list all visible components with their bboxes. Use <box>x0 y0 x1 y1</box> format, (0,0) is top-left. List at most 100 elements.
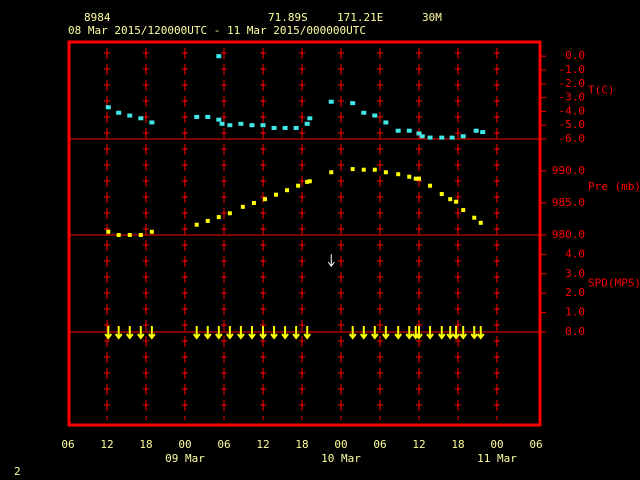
y-tick-label: 0.0 <box>565 325 585 338</box>
wind-arrow <box>371 326 379 340</box>
y-tick-label: -3.0 <box>559 91 586 104</box>
data-point <box>106 229 111 234</box>
data-point <box>307 179 312 184</box>
day-label: 11 Mar <box>477 452 517 465</box>
x-tick-label: 12 <box>100 438 113 451</box>
data-point <box>227 123 233 128</box>
data-point <box>406 128 412 133</box>
data-point <box>328 99 334 104</box>
data-point <box>396 172 401 177</box>
wind-arrow <box>405 326 414 340</box>
wind-arrow <box>359 326 368 340</box>
wind-arrow <box>470 326 479 340</box>
x-tick-label: 12 <box>256 438 269 451</box>
latitude: 71.89S <box>268 11 308 24</box>
data-point <box>419 134 425 139</box>
x-tick-label: 06 <box>217 438 230 451</box>
series-label: Pre (mb) <box>588 180 640 193</box>
station-id: 8984 <box>84 11 111 24</box>
data-point <box>448 197 453 202</box>
data-point <box>251 201 256 205</box>
wind-arrow <box>426 326 434 340</box>
y-tick-label: 980.0 <box>552 228 585 241</box>
time-range: 08 Mar 2015/120000UTC - 11 Mar 2015/0000… <box>68 24 366 37</box>
wind-arrow <box>446 326 454 340</box>
data-point <box>271 125 277 130</box>
y-tick-label: 0.0 <box>565 49 585 62</box>
data-point <box>395 128 401 133</box>
y-tick-label: 990.0 <box>552 164 585 177</box>
y-tick-label: -1.0 <box>559 63 586 76</box>
data-point <box>249 123 255 128</box>
series-label: T(C) <box>588 84 615 97</box>
frame <box>67 40 542 427</box>
data-point <box>240 204 245 209</box>
y-tick-label: 1.0 <box>565 306 585 319</box>
wind-arrow <box>148 326 156 340</box>
data-point <box>439 135 445 140</box>
data-point <box>216 54 222 59</box>
data-point <box>472 215 477 220</box>
interval: 30M <box>422 11 442 24</box>
data-point <box>127 113 133 118</box>
wind-arrow <box>137 326 145 340</box>
y-tick-label: 2.0 <box>565 286 585 299</box>
wind-arrow <box>281 326 289 340</box>
wind-arrow <box>303 326 311 340</box>
wind-arrow <box>104 326 113 340</box>
data-point <box>138 116 144 121</box>
data-point <box>350 101 356 106</box>
data-point <box>260 123 266 128</box>
data-point <box>350 167 355 172</box>
data-point <box>304 121 310 126</box>
data-point <box>216 117 222 122</box>
data-point <box>138 233 143 237</box>
data-point <box>116 110 122 115</box>
series-label: SPD(MPS) <box>588 277 640 290</box>
x-tick-label: 06 <box>61 438 74 451</box>
data-point <box>216 215 221 220</box>
wind-arrow <box>415 326 423 340</box>
wind-arrow <box>114 326 123 340</box>
data-point <box>307 116 313 121</box>
data-point <box>361 167 366 172</box>
data-point <box>454 199 459 204</box>
data-point <box>205 114 211 119</box>
y-tick-label: 3.0 <box>565 267 585 280</box>
data-point <box>478 220 483 225</box>
wind-arrow <box>215 326 223 340</box>
wind-arrow <box>259 326 267 340</box>
x-tick-label: 00 <box>490 438 503 451</box>
data-point <box>480 130 486 135</box>
wind-arrow <box>226 326 234 340</box>
data-point <box>407 174 412 179</box>
x-tick-label: 00 <box>334 438 347 451</box>
x-tick-label: 18 <box>139 438 152 451</box>
y-tick-label: 985.0 <box>552 196 585 209</box>
data-point <box>238 121 244 126</box>
data-point <box>461 208 466 213</box>
wind-arrow <box>459 326 467 340</box>
data-point <box>282 125 288 130</box>
wind-arrow <box>192 326 201 340</box>
data-point <box>116 233 121 237</box>
data-point <box>449 135 455 140</box>
y-tick-label: 4.0 <box>565 247 585 260</box>
y-tick-label: -2.0 <box>559 77 586 90</box>
data-point <box>372 113 378 118</box>
wind-arrow <box>348 326 357 340</box>
corner-number: 2 <box>14 465 21 478</box>
y-tick-label: -4.0 <box>559 104 586 117</box>
data-point <box>372 167 377 172</box>
data-point <box>305 179 310 184</box>
x-tick-label: 06 <box>529 438 542 451</box>
data-point <box>383 120 389 125</box>
data-point <box>439 192 444 197</box>
data-point <box>149 229 154 234</box>
data-point <box>427 135 433 140</box>
longitude: 171.21E <box>337 11 383 24</box>
wind-arrow <box>125 326 134 340</box>
data-point <box>194 222 199 227</box>
